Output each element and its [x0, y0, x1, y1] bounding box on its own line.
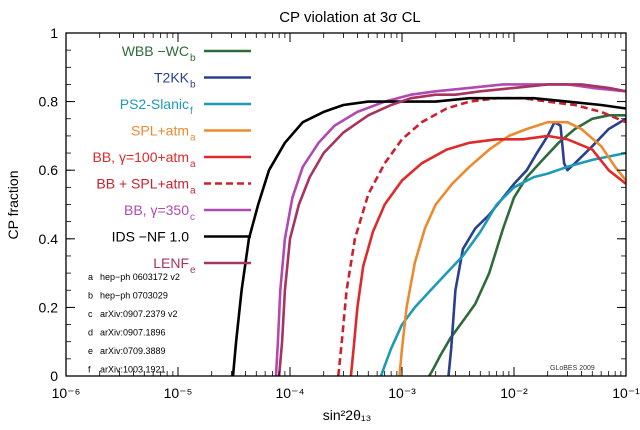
x-tick-label: 10⁻⁶	[52, 385, 81, 401]
reference-a: hep−ph 0603172 v2	[100, 272, 180, 282]
reference-key-c: c	[88, 309, 93, 319]
y-tick-label: 1	[50, 25, 58, 41]
y-tick-label: 0.6	[39, 162, 59, 178]
ticks-layer: 10⁻⁶ 10⁻⁵ 10⁻⁴ 10⁻³ 10⁻² 10⁻¹ 0 0.2 0.4 0.6 0.8 1	[39, 25, 640, 401]
reference-key-e: e	[88, 346, 93, 356]
series-line-1	[447, 117, 627, 377]
series-line-6	[274, 83, 627, 377]
legend-label-1: T2KK	[154, 70, 190, 86]
y-axis-label: CP fraction	[5, 171, 21, 240]
series-line-4	[349, 134, 627, 377]
series-layer	[231, 83, 628, 377]
legend-label-6: BB, γ=350	[124, 202, 189, 218]
series-line-5	[337, 96, 627, 377]
y-tick-label: 0.2	[39, 299, 59, 315]
legend-label-5: BB + SPL+atm	[96, 176, 189, 192]
reference-key-a: a	[88, 272, 93, 282]
series-line-0	[428, 114, 626, 377]
legend-label-4: BB, γ=100+atm	[92, 149, 189, 165]
y-tick-label: 0.8	[39, 94, 59, 110]
x-tick-label: 10⁻²	[500, 385, 528, 401]
reference-b: hep−ph 0703029	[100, 291, 168, 301]
legend-label-0: WBB −WC	[122, 43, 189, 59]
x-tick-label: 10⁻⁵	[164, 385, 193, 401]
y-tick-label: 0.4	[39, 231, 59, 247]
chart-title: CP violation at 3σ CL	[279, 9, 421, 26]
legend-ref-0: b	[190, 53, 196, 64]
x-tick-label: 10⁻⁴	[276, 385, 305, 401]
reference-key-f: f	[88, 365, 91, 375]
reference-key-d: d	[88, 328, 93, 338]
x-tick-label: 10⁻¹	[612, 385, 640, 401]
series-line-7	[231, 96, 627, 377]
legend-label-7: IDS −NF 1.0	[112, 229, 190, 245]
references-list: a hep−ph 0603172 v2 b hep−ph 0703029 c arXiv:…	[88, 272, 180, 375]
legend-ref-5: a	[190, 186, 196, 197]
series-line-2	[379, 151, 627, 377]
reference-d: arXiv:0907.1896	[100, 328, 166, 338]
legend-ref-6: c	[190, 212, 195, 223]
series-line-3	[398, 120, 628, 377]
legend-label-3: SPL+atm	[131, 123, 189, 139]
legend-ref-1: b	[190, 80, 196, 91]
legend-label-8: LENF	[153, 255, 189, 271]
reference-e: arXiv:0709.3889	[100, 346, 166, 356]
legend-ref-8: e	[190, 265, 196, 276]
legend-ref-2: f	[190, 106, 193, 117]
reference-f: arXiv:1003.1921	[100, 365, 166, 375]
reference-c: arXiv:0907.2379 v2	[100, 309, 178, 319]
reference-key-b: b	[88, 291, 93, 301]
legend-label-2: PS2-Slanic	[120, 96, 189, 112]
y-tick-label: 0	[50, 368, 58, 384]
legend-ref-3: a	[190, 133, 196, 144]
globes-watermark: GLoBES 2009	[550, 365, 595, 372]
x-tick-label: 10⁻³	[388, 385, 416, 401]
series-line-8	[277, 83, 627, 377]
legend-ref-4: a	[190, 159, 196, 170]
x-axis-label: sin²2θ₁₃	[323, 407, 372, 423]
